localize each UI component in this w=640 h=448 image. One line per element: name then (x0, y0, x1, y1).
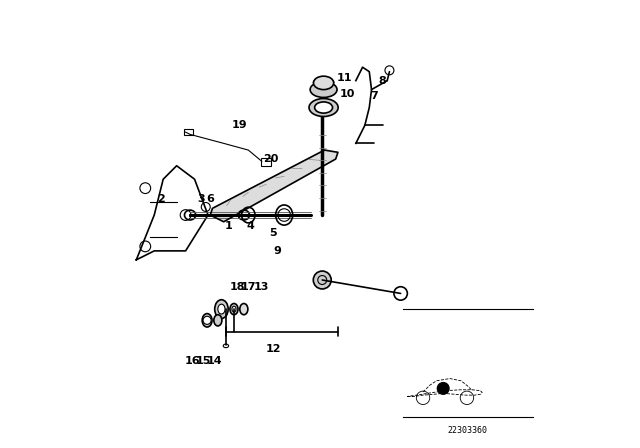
Text: 8: 8 (379, 76, 387, 86)
Ellipse shape (214, 314, 222, 326)
Bar (184, 129, 193, 135)
Ellipse shape (240, 304, 248, 314)
Text: 12: 12 (265, 345, 281, 354)
Ellipse shape (315, 102, 333, 113)
Text: 11: 11 (337, 73, 353, 83)
Circle shape (203, 316, 211, 324)
Text: 20: 20 (263, 154, 278, 164)
Text: 9: 9 (273, 246, 282, 256)
Ellipse shape (215, 300, 228, 319)
Ellipse shape (310, 82, 337, 98)
Text: 7: 7 (370, 91, 378, 101)
Text: 4: 4 (246, 221, 255, 231)
Text: 1: 1 (224, 221, 232, 231)
Ellipse shape (230, 304, 238, 314)
Text: 22303360: 22303360 (448, 426, 488, 435)
Circle shape (314, 271, 332, 289)
Text: 13: 13 (254, 282, 269, 292)
Ellipse shape (232, 306, 236, 312)
Bar (261, 158, 271, 166)
Polygon shape (210, 150, 338, 222)
Text: 17: 17 (241, 282, 256, 292)
Text: 10: 10 (339, 89, 355, 99)
Text: 18: 18 (229, 282, 245, 292)
Circle shape (437, 383, 449, 394)
Text: 5: 5 (269, 228, 276, 238)
Ellipse shape (218, 304, 225, 314)
Text: 15: 15 (196, 356, 211, 366)
Text: 6: 6 (206, 194, 214, 204)
Text: 14: 14 (207, 356, 223, 366)
Text: 16: 16 (184, 356, 200, 366)
Text: 19: 19 (232, 121, 247, 130)
Ellipse shape (202, 314, 212, 327)
Text: 3: 3 (198, 194, 205, 204)
Text: 2: 2 (157, 194, 165, 204)
Ellipse shape (314, 76, 333, 90)
Ellipse shape (309, 99, 338, 116)
